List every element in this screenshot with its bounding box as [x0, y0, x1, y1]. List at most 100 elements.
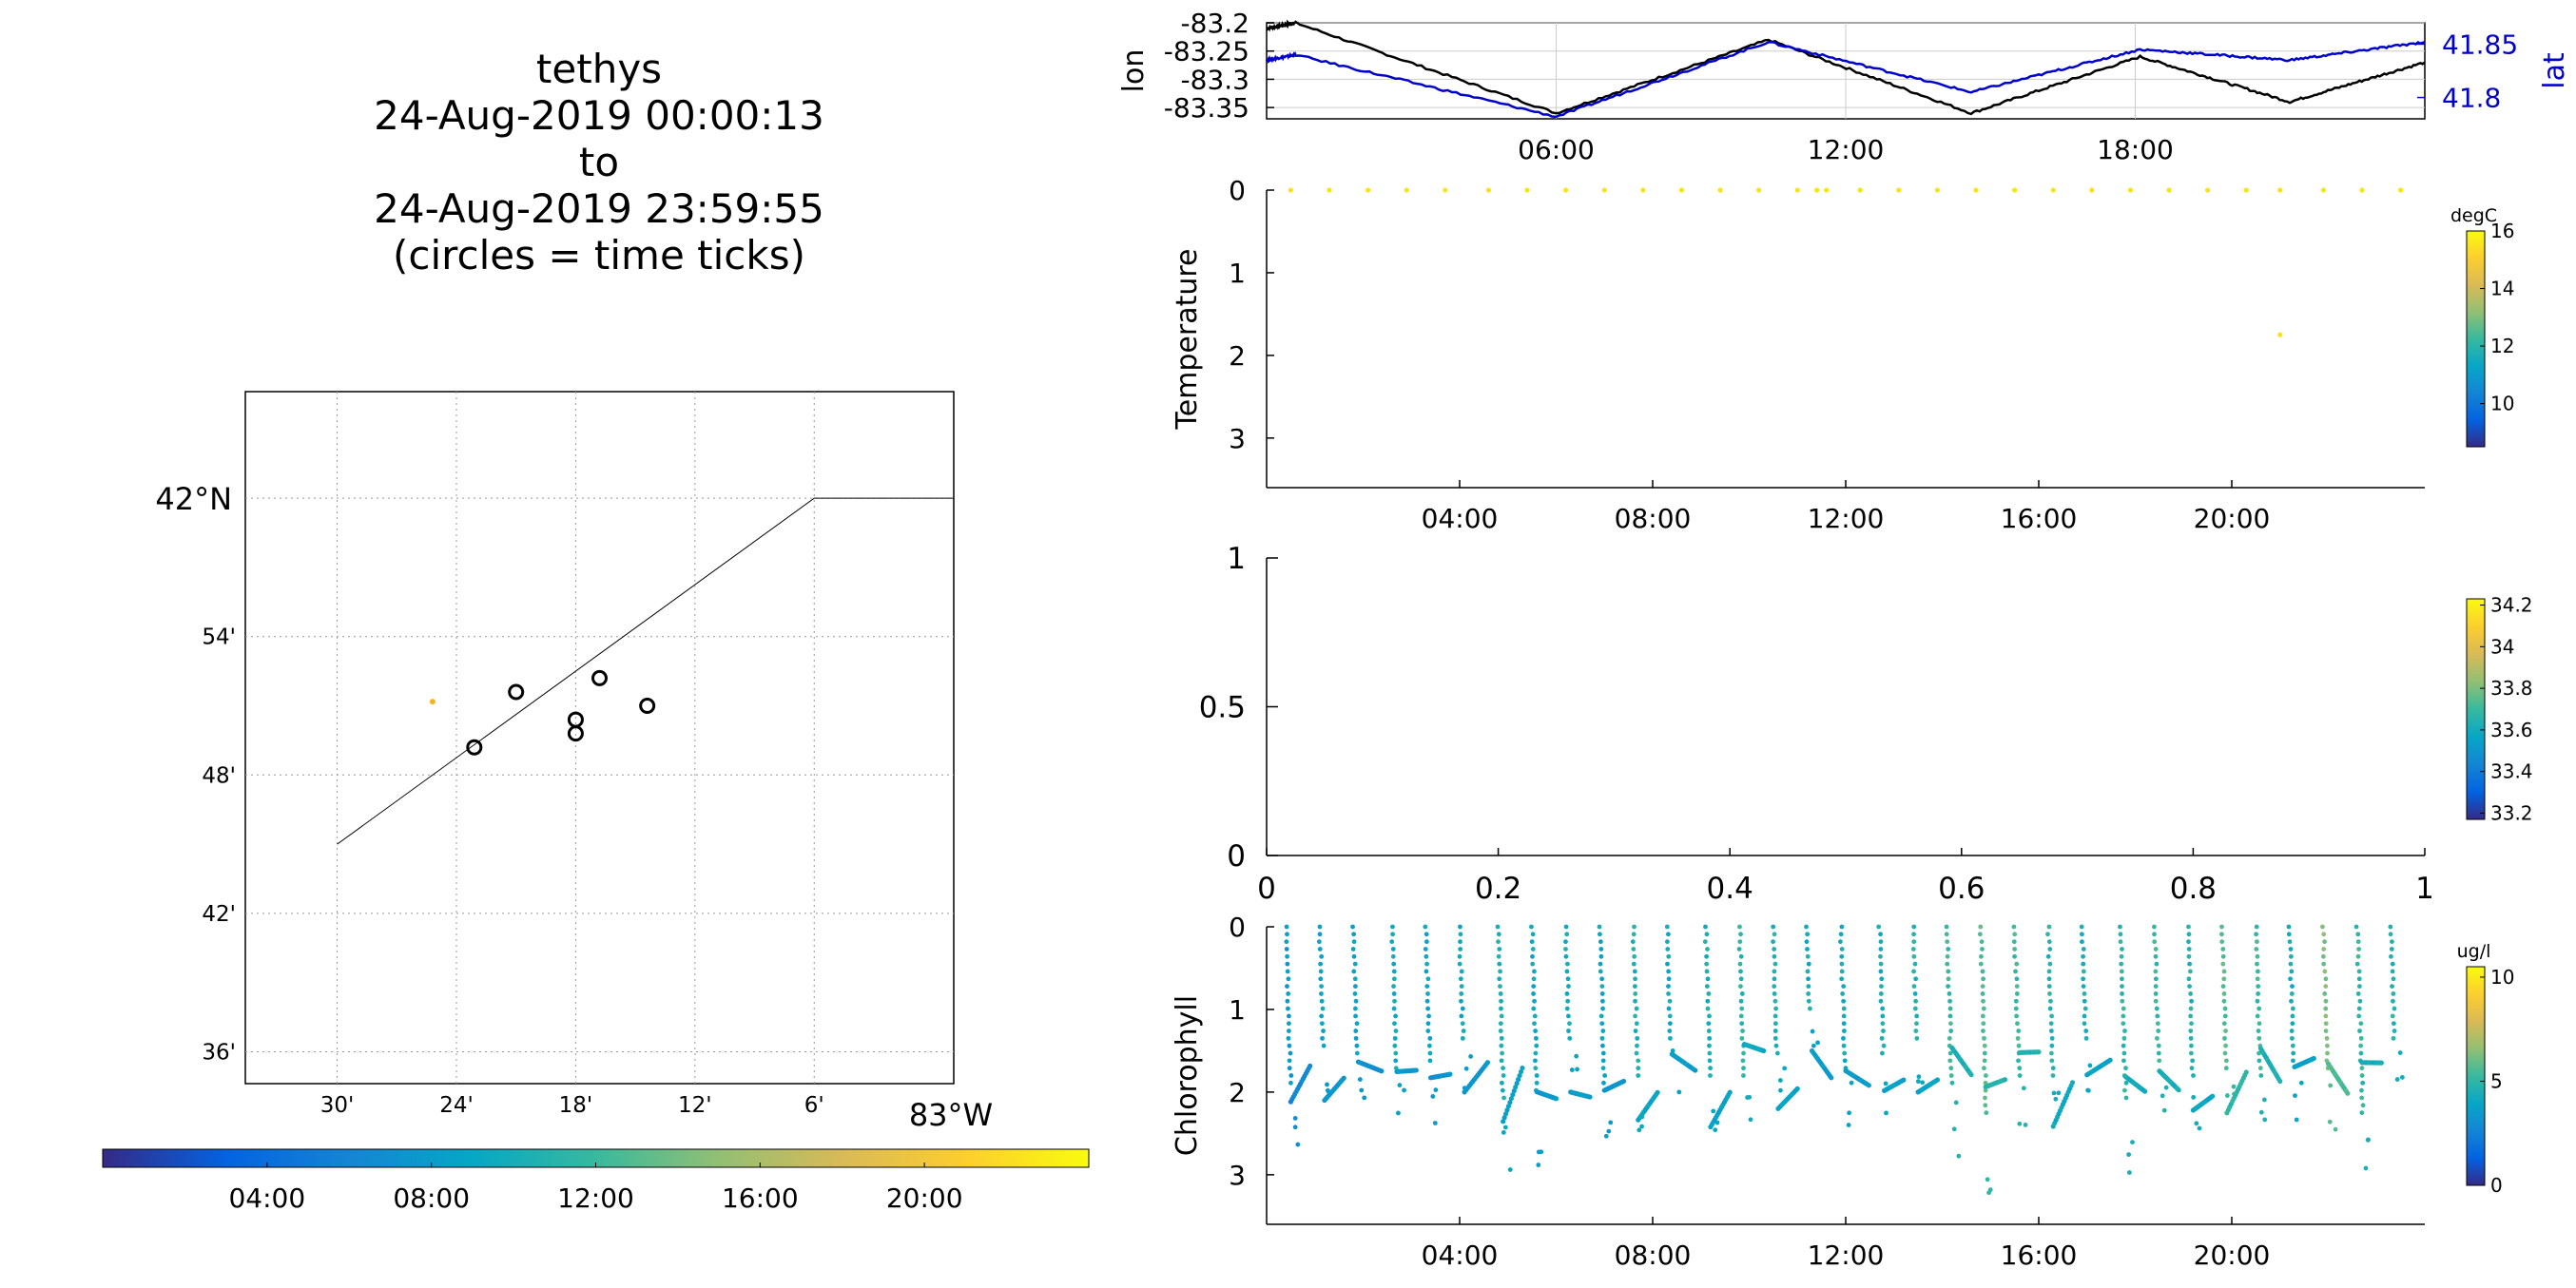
chlorophyll-point [2221, 998, 2227, 1004]
chlorophyll-point [1498, 984, 1502, 989]
chlorophyll-point [1987, 1187, 1993, 1193]
chlorophyll-point [2291, 1058, 2295, 1064]
chlorophyll-point [1693, 1067, 1698, 1073]
chlorophyll-point [1881, 1028, 1886, 1033]
map-y-tick-label: 48' [202, 763, 236, 788]
chlorophyll-point [2012, 932, 2018, 937]
chlorophyll-point [1553, 1096, 1559, 1102]
chlorophyll-point [1320, 1035, 1325, 1041]
chlorophyll-point [1600, 1058, 1606, 1064]
chlorophyll-point [2083, 1035, 2089, 1041]
chlorophyll-point [1947, 1050, 1953, 1056]
chlorophyll-point [1536, 1163, 1541, 1167]
chlorophyll-point [1458, 947, 1463, 952]
chlorophyll-point [1985, 1177, 1990, 1182]
chlorophyll-point [1391, 961, 1397, 967]
chlorophyll-point [1880, 1006, 1886, 1011]
map-y-tick-label: 36' [202, 1041, 236, 1066]
chlorophyll-point [1805, 969, 1811, 974]
chlorophyll-point [1947, 991, 1952, 996]
temperature-point [2050, 187, 2056, 193]
chlorophyll-point [1920, 1080, 1926, 1086]
chlorophyll-point [1737, 924, 1742, 930]
chlorophyll-point [2081, 961, 2086, 967]
chlorophyll-point [2256, 991, 2261, 996]
chlorophyll-point [2069, 1080, 2076, 1086]
chlorophyll-point [2254, 939, 2259, 945]
chlorophyll-point [1956, 1153, 1962, 1159]
chlorophyll-point [1914, 1013, 1920, 1019]
chlorophyll-point [1430, 1094, 1436, 1099]
empty-colorbar-tick-label: 34 [2490, 635, 2514, 658]
chlorophyll-point [2017, 1121, 2023, 1126]
chlorophyll-point [1782, 1066, 1788, 1071]
chlorophyll-point [1738, 984, 1743, 989]
chlorophyll-point [1738, 976, 1744, 982]
chlorophyll-point [2160, 1093, 2165, 1099]
chlorophyll-point [2323, 1021, 2329, 1027]
chlorophyll-point [1565, 976, 1571, 982]
chlorophyll-point [1667, 1021, 1673, 1027]
chlorophyll-point [1740, 1028, 1745, 1033]
chlorophyll-point [2050, 1073, 2056, 1078]
chlorophyll-point [1980, 1013, 1985, 1019]
chlorophyll-point [1772, 998, 1778, 1004]
temperature-point [1824, 187, 1830, 193]
chlorophyll-point [1393, 1058, 1399, 1064]
chlorophyll-point [1597, 924, 1602, 930]
chlorophyll-point [1948, 1028, 1954, 1033]
chlorophyll-point [1352, 991, 1358, 996]
chlorophyll-point [2002, 1077, 2008, 1083]
chlorophyll-point [1980, 991, 1985, 996]
chlorophyll-point [2190, 1058, 2196, 1064]
chlorophyll-point [1457, 961, 1462, 967]
chlorophyll-point [1533, 1028, 1538, 1033]
chlorophyll-point [1772, 1028, 1778, 1033]
chlorophyll-point [2321, 961, 2327, 967]
chlorophyll-point [2394, 1077, 2400, 1082]
map-track-point [429, 699, 436, 705]
chlorophyll-point [2186, 924, 2191, 930]
chlorophyll-point [1887, 1085, 1892, 1090]
chlorophyll-point [1317, 947, 1323, 952]
chlorophyll-point [1390, 947, 1396, 952]
chlorophyll-point [2355, 939, 2361, 945]
chlorophyll-point [1880, 1021, 1886, 1027]
chlorophyll-point [1498, 1021, 1503, 1027]
chlorophyll-point [1947, 998, 1952, 1004]
chlorophyll-point [1738, 998, 1744, 1004]
chlorophyll-point [1391, 969, 1397, 974]
chlorophyll-point [2082, 998, 2087, 1004]
temperature-y-label: Temperature [1171, 248, 1204, 430]
map-x-tick-label: 12' [678, 1093, 712, 1118]
chlorophyll-point [1841, 1013, 1847, 1019]
chlorophyll-point [1704, 932, 1710, 937]
temperature-point [2359, 187, 2365, 193]
chlorophyll-point [1424, 969, 1429, 974]
chlorophyll-point [2121, 1035, 2127, 1041]
empty-x-tick-label: 0.4 [1707, 872, 1753, 906]
chlorophyll-point [2360, 1103, 2366, 1108]
chlorophyll-point [2356, 969, 2362, 974]
chlorophyll-point [2047, 1006, 2053, 1011]
chlorophyll-point [1460, 1006, 1465, 1011]
chlorophyll-point [1982, 1043, 1987, 1048]
temperature-point [1640, 187, 1646, 193]
chlorophyll-point [2120, 984, 2124, 989]
chlorophyll-point [1599, 1021, 1605, 1027]
temperature-y-tick-label: 1 [1229, 258, 1246, 289]
chlorophyll-point [1666, 1006, 1672, 1011]
temperature-panel: 04:00 08:00 12:00 16:00 20:000123Temperature… [1171, 175, 2514, 534]
chlorophyll-point [1983, 1103, 1988, 1108]
chlorophyll-point [2121, 1006, 2126, 1011]
chlorophyll-point [2355, 991, 2361, 996]
chlorophyll-point [1772, 976, 1777, 982]
chlorophyll-point [2322, 969, 2328, 974]
chlorophyll-point [1946, 984, 1951, 989]
chlorophyll-point [1772, 991, 1777, 996]
empty-y-tick-label: 0 [1227, 839, 1246, 874]
chlorophyll-point [1706, 991, 1712, 996]
chlorophyll-point [1391, 991, 1397, 996]
chlorophyll-point [1286, 976, 1291, 982]
chlorophyll-point [1806, 984, 1811, 989]
